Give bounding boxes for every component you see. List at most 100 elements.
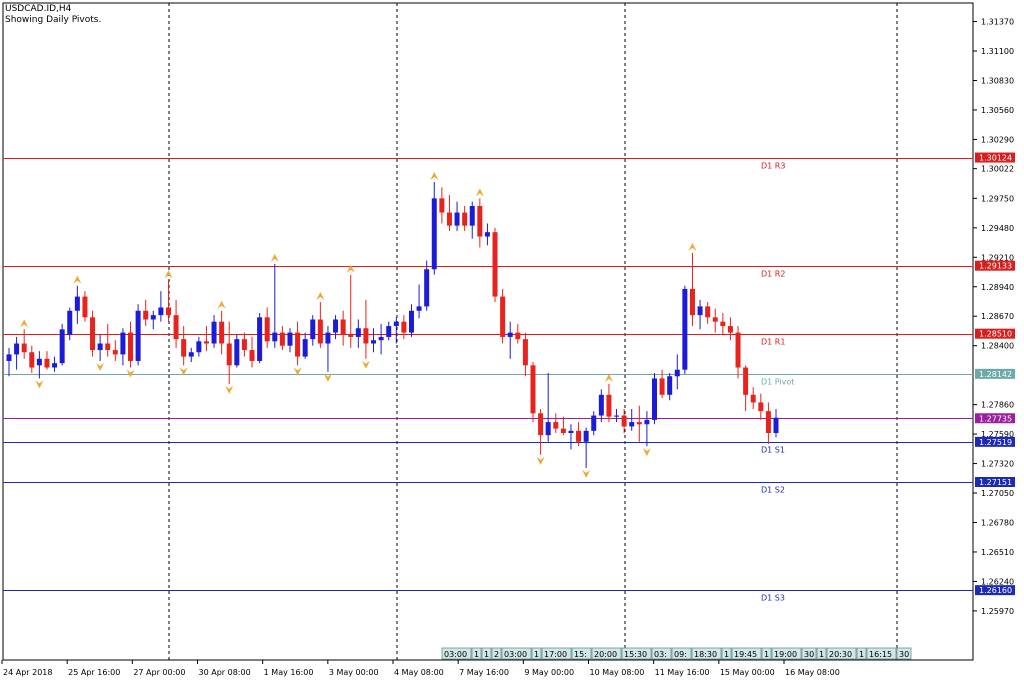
candle-body <box>674 369 680 377</box>
y-tick-label: 1.27860 <box>981 401 1014 410</box>
grid-lines <box>168 3 898 660</box>
session-box-label: 20:00 <box>594 650 617 659</box>
candle-body <box>621 415 627 427</box>
candle-body <box>226 343 232 366</box>
candle-body <box>477 205 483 237</box>
price-badge <box>975 436 1015 447</box>
fractal-down-arrow <box>126 369 135 378</box>
candle-body <box>583 430 589 442</box>
candle-body <box>272 332 278 342</box>
candle-body <box>340 319 346 335</box>
y-tick-label: 1.27590 <box>981 430 1014 439</box>
candle-body <box>591 415 597 431</box>
session-box <box>721 647 732 660</box>
session-box <box>441 647 472 660</box>
candle-body <box>355 328 361 337</box>
candle-body <box>120 332 126 355</box>
chart-title: USDCAD.ID,H4 Showing Daily Pivots. <box>5 4 101 26</box>
candle-body <box>530 365 536 414</box>
fractal-up-arrow <box>20 319 29 328</box>
candle-body <box>750 394 756 403</box>
price-badge <box>975 152 1015 163</box>
x-tick-label: 24 Apr 2018 <box>3 668 52 677</box>
candle-body <box>135 310 141 361</box>
candle-body <box>765 411 771 433</box>
session-box-label: 18:30 <box>694 650 717 659</box>
candle-body <box>682 288 688 370</box>
session-box <box>571 647 592 660</box>
candle-body <box>14 343 20 355</box>
fractal-up-arrow <box>73 275 82 284</box>
candle-body <box>173 315 179 340</box>
candle-body <box>454 212 460 226</box>
candle-body <box>325 332 331 344</box>
session-box-label: 2 <box>494 650 499 659</box>
candle-body <box>249 350 255 361</box>
plot-frame <box>2 2 974 661</box>
session-box <box>501 647 532 660</box>
candle-body <box>181 339 187 357</box>
x-tick-label: 10 May 08:00 <box>590 668 645 677</box>
y-axis: 1.31370 1.31100 1.30830 1.30560 1.30290 1.300… <box>973 18 1015 616</box>
y-tick-label: 1.29480 <box>981 224 1014 233</box>
candle-body <box>629 422 635 427</box>
fractal-up-arrow <box>604 373 613 382</box>
fractal-up-arrow <box>217 300 226 309</box>
candle-body <box>128 332 134 361</box>
price-badge-label: 1.27519 <box>979 438 1012 447</box>
candle-body <box>697 306 703 316</box>
pivot-level-name: D1 S2 <box>761 486 785 495</box>
price-badge <box>975 585 1015 596</box>
session-box <box>621 647 652 660</box>
session-box-label: 15:30 <box>624 650 647 659</box>
candle-body <box>378 336 384 341</box>
candle-body <box>720 321 726 327</box>
candle-body <box>522 339 528 366</box>
fractal-up-arrow <box>270 253 279 262</box>
fractal-up-arrow <box>688 242 697 251</box>
candle-body <box>302 339 308 357</box>
candle-body <box>219 321 225 344</box>
candle-body <box>188 352 194 357</box>
x-tick-label: 30 Apr 08:00 <box>199 668 251 677</box>
candle-body <box>211 321 217 344</box>
fractal-up-arrow <box>164 270 173 279</box>
fractal-up-arrow <box>316 292 325 301</box>
fractal-down-arrow <box>642 448 651 457</box>
session-box <box>471 647 482 660</box>
y-tick-label: 1.27320 <box>981 460 1014 469</box>
candle-body <box>333 319 339 333</box>
fractal-down-arrow <box>582 469 591 478</box>
session-box-label: 03: <box>654 650 667 659</box>
candle-body <box>257 317 263 361</box>
session-box <box>731 647 762 660</box>
session-box-label: 1 <box>474 650 479 659</box>
fractal-down-arrow <box>35 380 44 389</box>
candle-body <box>667 376 673 395</box>
candle-body <box>158 307 164 316</box>
pivot-subtitle: Showing Daily Pivots. <box>5 15 102 25</box>
candle-body <box>644 419 650 425</box>
candle-body <box>143 310 149 320</box>
y-tick-label: 1.27050 <box>981 489 1014 498</box>
session-box <box>761 647 772 660</box>
y-tick-label: 1.29750 <box>981 194 1014 203</box>
candle-body <box>36 358 42 366</box>
candle-body <box>317 319 323 344</box>
candle-body <box>576 430 582 442</box>
fractal-up-arrow <box>430 171 439 180</box>
candle-body <box>295 332 301 357</box>
candle-body <box>431 198 437 270</box>
candle-body <box>264 317 270 342</box>
y-tick-label: 1.28940 <box>981 283 1014 292</box>
y-tick-label: 1.30022 <box>981 165 1014 174</box>
price-badge-label: 1.26160 <box>979 586 1012 595</box>
fractal-down-arrow <box>536 456 545 465</box>
candle-body <box>348 334 354 337</box>
session-box-label: 16:15 <box>869 650 892 659</box>
candle-body <box>74 296 80 311</box>
x-axis: 24 Apr 2018 25 Apr 16:00 27 Apr 00:00 30 Ap… <box>1 660 840 677</box>
fractal-down-arrow <box>179 367 188 376</box>
